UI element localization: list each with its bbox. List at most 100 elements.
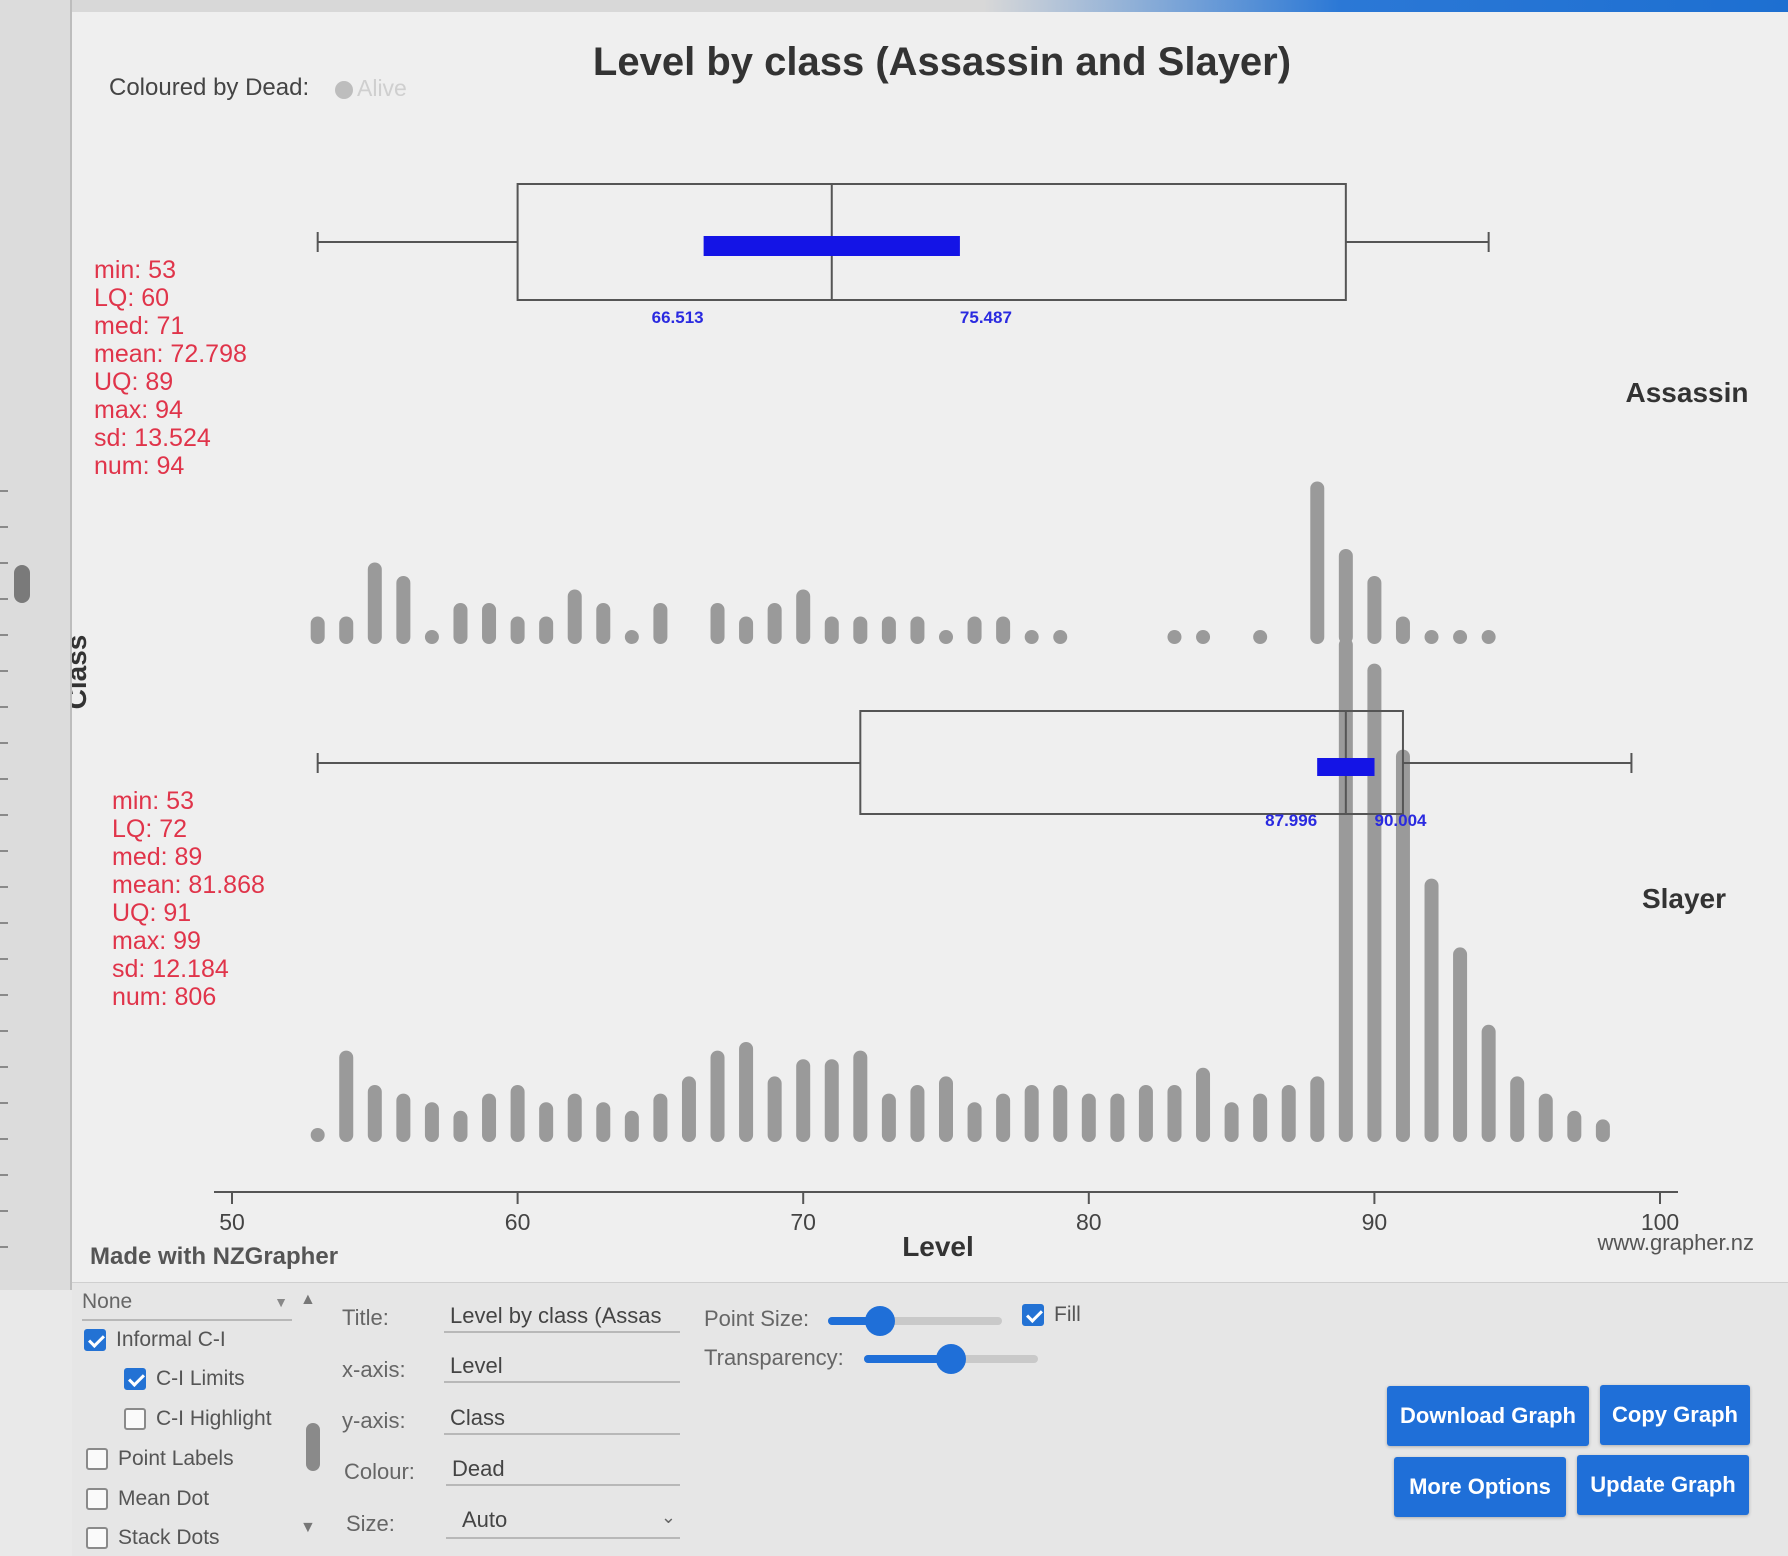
assassin-dot (1424, 630, 1439, 644)
assassin-box (516, 183, 1347, 301)
rail-tick (0, 814, 8, 816)
assassin-stat-line: LQ: 60 (94, 284, 170, 312)
slayer-stat-line: UQ: 91 (112, 899, 192, 927)
transparency-slider[interactable] (864, 1344, 1038, 1374)
assassin-dot (1196, 630, 1211, 644)
point-labels-label: Point Labels (118, 1447, 234, 1470)
option-dropdown[interactable]: None ▼ (82, 1287, 292, 1321)
y-axis-input[interactable]: Class (444, 1401, 680, 1435)
informal-ci-label: Informal C-I (116, 1328, 226, 1351)
rail-tick (0, 706, 8, 708)
option-dropdown-value: None (82, 1290, 133, 1313)
point-labels-box[interactable] (86, 1448, 108, 1470)
x-tick-label: 50 (219, 1209, 245, 1235)
chevron-down-icon: ⌄ (660, 1507, 676, 1527)
x-tick-label: 70 (790, 1209, 816, 1235)
assassin-ci-high-label: 75.487 (960, 308, 1012, 327)
assassin-dot (1024, 630, 1039, 644)
window-top-bar (0, 0, 1788, 12)
rail-tick (0, 922, 8, 924)
informal-ci-box[interactable] (84, 1329, 106, 1351)
mean-dot-checkbox[interactable]: Mean Dot (86, 1487, 209, 1511)
legend-dot-alive (335, 81, 353, 99)
slayer-group: 87.996 90.004 (310, 637, 1633, 1142)
scrollbar-thumb[interactable] (14, 565, 30, 603)
x-tick-label: 90 (1362, 1209, 1388, 1235)
stack-dots-label: Stack Dots (118, 1526, 220, 1549)
x-axis: 50 60 70 80 90 100 (214, 1191, 1679, 1235)
mean-dot-box[interactable] (86, 1488, 108, 1510)
assassin-stat-line: UQ: 89 (94, 368, 174, 396)
more-options-button[interactable]: More Options (1394, 1457, 1566, 1517)
assassin-ci-bar (703, 236, 960, 256)
fill-box[interactable] (1022, 1304, 1044, 1326)
assassin-stat-line: max: 94 (94, 396, 183, 424)
y-axis-field-label: y-axis: (342, 1408, 406, 1433)
title-field-label: Title: (342, 1305, 389, 1330)
chevron-down-icon: ▼ (274, 1294, 288, 1310)
update-graph-button[interactable]: Update Graph (1577, 1455, 1749, 1515)
scroll-up-icon[interactable]: ▲ (300, 1291, 316, 1308)
x-tick-label: 100 (1641, 1209, 1679, 1235)
chart-title: Level by class (Assassin and Slayer) (593, 40, 1291, 84)
ci-limits-box[interactable] (124, 1368, 146, 1390)
rail-tick (0, 1030, 8, 1032)
coloured-by-label: Coloured by Dead: (109, 74, 309, 101)
rail-tick (0, 1210, 8, 1212)
slayer-stat-line: med: 89 (112, 843, 203, 871)
assassin-dot (424, 630, 439, 644)
ci-highlight-box[interactable] (124, 1408, 146, 1430)
x-axis-field-label: x-axis: (342, 1357, 406, 1382)
informal-ci-checkbox[interactable]: Informal C-I (84, 1328, 226, 1352)
slayer-stat-line: sd: 12.184 (112, 955, 229, 983)
rail-tick (0, 1174, 8, 1176)
panel-scroll-thumb[interactable] (306, 1423, 320, 1471)
box-dot-chart: Level by class (Assassin and Slayer) Col… (72, 40, 1754, 1270)
point-size-slider[interactable] (828, 1306, 1002, 1336)
transparency-label: Transparency: (704, 1345, 844, 1370)
assassin-stat-line: min: 53 (94, 256, 176, 284)
left-scroll-rail[interactable] (0, 0, 72, 1290)
graph-area: Level by class (Assassin and Slayer) Col… (72, 12, 1788, 1282)
rail-tick (0, 1246, 8, 1248)
point-size-slider-fill (828, 1317, 881, 1325)
title-input[interactable]: Level by class (Assas (444, 1299, 680, 1333)
assassin-dot (1481, 630, 1496, 644)
fill-checkbox[interactable]: Fill (1022, 1303, 1081, 1327)
ci-limits-checkbox[interactable]: C-I Limits (124, 1367, 245, 1391)
website-label: www.grapher.nz (1596, 1230, 1754, 1255)
x-axis-input[interactable]: Level (444, 1349, 680, 1383)
rail-tick (0, 850, 8, 852)
stack-dots-checkbox[interactable]: Stack Dots (86, 1526, 220, 1550)
assassin-stats: min: 53 LQ: 60 med: 71 mean: 72.798 UQ: 89 ma… (94, 256, 247, 480)
colour-input[interactable]: Dead (446, 1452, 680, 1486)
transparency-slider-fill (864, 1355, 951, 1363)
copy-graph-button[interactable]: Copy Graph (1600, 1385, 1750, 1445)
transparency-slider-knob[interactable] (936, 1344, 966, 1374)
stack-dots-box[interactable] (86, 1527, 108, 1549)
control-panel: None ▼ ▲ ▼ Informal C-I C-I Limits C-I H… (72, 1282, 1788, 1556)
slayer-dot (310, 1128, 325, 1142)
ci-highlight-checkbox[interactable]: C-I Highlight (124, 1407, 272, 1431)
assassin-dot (1167, 630, 1182, 644)
assassin-stat-line: med: 71 (94, 312, 185, 340)
assassin-dot (939, 630, 953, 644)
size-select[interactable]: Auto ⌄ (446, 1503, 680, 1539)
group-label-slayer: Slayer (1642, 883, 1726, 914)
rail-tick (0, 886, 8, 888)
download-graph-button[interactable]: Download Graph (1387, 1386, 1589, 1446)
group-label-assassin: Assassin (1626, 377, 1749, 408)
slayer-ci-high-label: 90.004 (1375, 811, 1428, 830)
made-with-label: Made with NZGrapher (90, 1243, 338, 1270)
slayer-stat-line: min: 53 (112, 787, 194, 815)
ci-highlight-label: C-I Highlight (156, 1407, 272, 1430)
slayer-stats: min: 53 LQ: 72 med: 89 mean: 81.868 UQ: 91 ma… (112, 787, 265, 1011)
assassin-dot (1053, 630, 1068, 644)
ci-limits-label: C-I Limits (156, 1367, 245, 1390)
scroll-down-icon[interactable]: ▼ (300, 1519, 316, 1536)
assassin-group: 66.513 75.487 (310, 183, 1496, 644)
rail-tick (0, 526, 8, 528)
size-field-label: Size: (346, 1511, 395, 1536)
point-size-slider-knob[interactable] (865, 1306, 896, 1336)
point-labels-checkbox[interactable]: Point Labels (86, 1447, 234, 1471)
